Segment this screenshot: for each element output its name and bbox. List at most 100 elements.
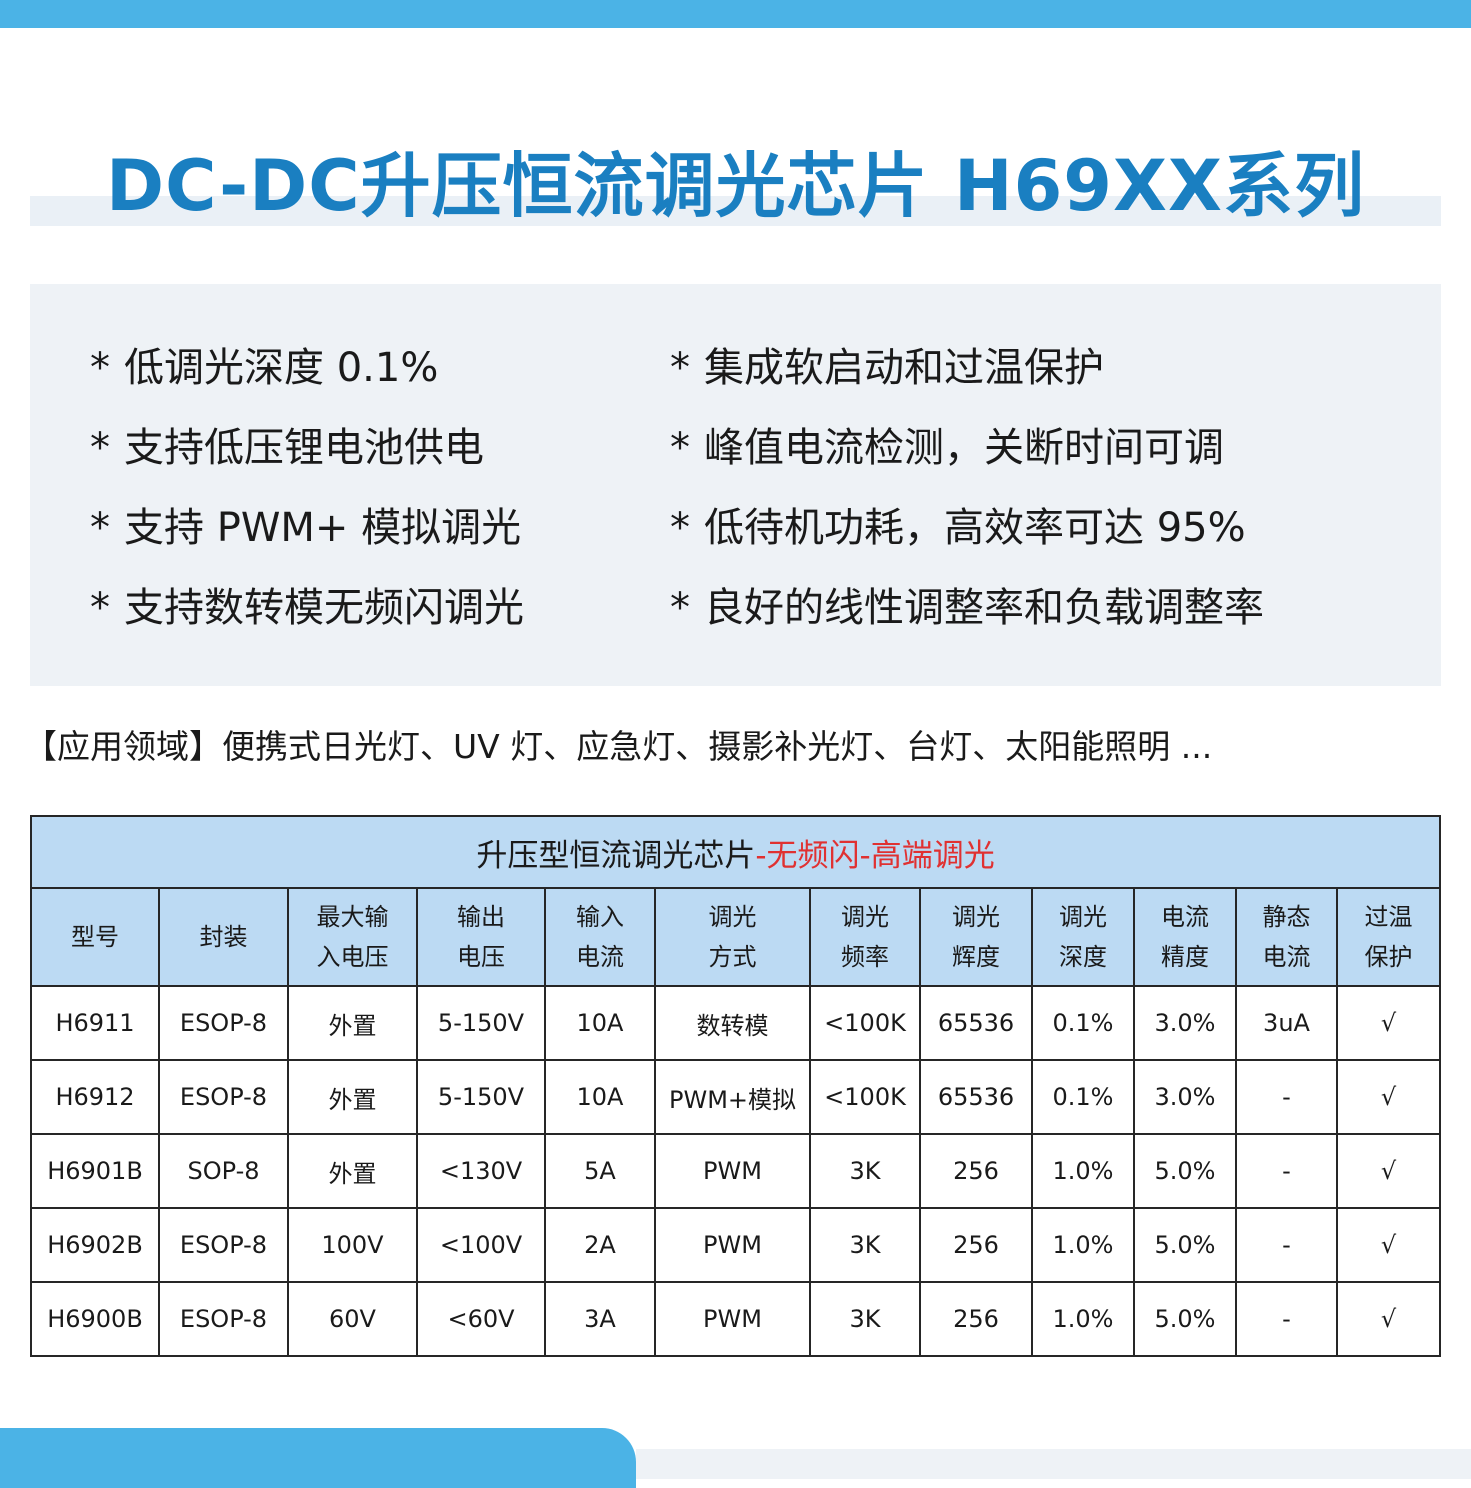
table-cell: PWM+模拟 bbox=[654, 1059, 811, 1135]
features-panel bbox=[30, 284, 1441, 686]
column-header: 输出 电压 bbox=[416, 887, 546, 987]
column-header-line: 调光 bbox=[708, 903, 757, 931]
table-cell: ESOP-8 bbox=[158, 1281, 289, 1357]
table-cell: <100V bbox=[416, 1207, 546, 1283]
table-cell: 65536 bbox=[919, 985, 1033, 1061]
bullet-star: * bbox=[90, 505, 110, 551]
feature-item: * 低待机功耗，高效率可达 95% bbox=[670, 500, 1246, 556]
table-cell: - bbox=[1235, 1133, 1338, 1209]
table-cell: <100K bbox=[809, 985, 921, 1061]
column-header-line: 输出 bbox=[457, 903, 505, 931]
table-cell: 5.0% bbox=[1133, 1207, 1237, 1283]
bullet-star: * bbox=[90, 425, 110, 471]
column-header-line: 电流 bbox=[1262, 943, 1311, 971]
table-cell: √ bbox=[1335, 985, 1442, 1061]
table-cell: 3A bbox=[544, 1281, 656, 1357]
table-cell: 1.0% bbox=[1031, 1133, 1135, 1209]
table-cell: 256 bbox=[919, 1133, 1033, 1209]
table-cell: 5A bbox=[544, 1133, 656, 1209]
table-cell: H6902B bbox=[30, 1207, 160, 1283]
bullet-star: * bbox=[670, 585, 690, 631]
column-header-line: 入电压 bbox=[316, 943, 389, 971]
bullet-star: * bbox=[90, 585, 110, 631]
feature-text: 支持低压锂电池供电 bbox=[124, 425, 484, 471]
table-cell: 5.0% bbox=[1133, 1281, 1237, 1357]
table-cell: SOP-8 bbox=[158, 1133, 289, 1209]
column-header-line: 调光 bbox=[952, 903, 1000, 931]
bullet-star: * bbox=[670, 505, 690, 551]
column-header-line: 方式 bbox=[708, 943, 757, 971]
bullet-star: * bbox=[670, 425, 690, 471]
table-cell: ESOP-8 bbox=[158, 1207, 289, 1283]
column-header: 输入 电流 bbox=[544, 887, 656, 987]
table-cell: 外置 bbox=[287, 1059, 418, 1135]
table-cell: 数转模 bbox=[654, 985, 811, 1061]
column-header-line: 过温 bbox=[1364, 903, 1413, 931]
table-cell: H6900B bbox=[30, 1281, 160, 1357]
column-header-line: 辉度 bbox=[952, 943, 1000, 971]
bottom-accent-tab bbox=[0, 1428, 636, 1488]
table-cell: 0.1% bbox=[1031, 985, 1135, 1061]
column-header: 最大输 入电压 bbox=[287, 887, 418, 987]
table-cell: PWM bbox=[654, 1207, 811, 1283]
table-cell: √ bbox=[1335, 1133, 1442, 1209]
application-fields: 【应用领域】便携式日光灯、UV 灯、应急灯、摄影补光灯、台灯、太阳能照明 ... bbox=[24, 727, 1213, 766]
feature-text: 峰值电流检测，关断时间可调 bbox=[704, 425, 1224, 471]
table-cell: 外置 bbox=[287, 985, 418, 1061]
table-cell: 2A bbox=[544, 1207, 656, 1283]
table-row: H6912 ESOP-8 外置 5-150V 10A PWM+模拟 <100K 65536 0.… bbox=[30, 1059, 1442, 1135]
table-cell: 10A bbox=[544, 1059, 656, 1135]
table-cell: 5.0% bbox=[1133, 1133, 1237, 1209]
column-header: 过温 保护 bbox=[1335, 887, 1442, 987]
table-cell: 256 bbox=[919, 1281, 1033, 1357]
table-cell: H6901B bbox=[30, 1133, 160, 1209]
column-header-line: 静态 bbox=[1262, 903, 1311, 931]
table-cell: 3.0% bbox=[1133, 1059, 1237, 1135]
feature-text: 低待机功耗，高效率可达 95% bbox=[704, 505, 1246, 551]
table-caption-main: 升压型恒流调光芯片 bbox=[476, 837, 756, 874]
table-cell: 3.0% bbox=[1133, 985, 1237, 1061]
table-cell: 5-150V bbox=[416, 1059, 546, 1135]
table-cell: <130V bbox=[416, 1133, 546, 1209]
column-header-line: 电流 bbox=[1161, 903, 1209, 931]
title-underline-band bbox=[30, 196, 1441, 226]
column-header: 电流 精度 bbox=[1133, 887, 1237, 987]
column-header-line: 调光 bbox=[841, 903, 889, 931]
feature-item: * 支持低压锂电池供电 bbox=[90, 420, 484, 476]
table-cell: 60V bbox=[287, 1281, 418, 1357]
column-header: 型号 bbox=[30, 887, 160, 987]
feature-text: 支持数转模无频闪调光 bbox=[124, 585, 524, 631]
table-cell: 0.1% bbox=[1031, 1059, 1135, 1135]
bottom-accent-strip bbox=[636, 1449, 1471, 1479]
table-row: H6901B SOP-8 外置 <130V 5A PWM 3K 256 1.0% 5.0% - √ bbox=[30, 1133, 1442, 1209]
feature-item: * 峰值电流检测，关断时间可调 bbox=[670, 420, 1224, 476]
table-cell: ESOP-8 bbox=[158, 985, 289, 1061]
table-cell: H6912 bbox=[30, 1059, 160, 1135]
feature-text: 良好的线性调整率和负载调整率 bbox=[704, 585, 1264, 631]
table-cell: PWM bbox=[654, 1281, 811, 1357]
table-cell: - bbox=[1235, 1281, 1338, 1357]
table-cell: √ bbox=[1335, 1207, 1442, 1283]
column-header-line: 型号 bbox=[71, 923, 119, 951]
table-cell: <60V bbox=[416, 1281, 546, 1357]
table-cell: √ bbox=[1335, 1059, 1442, 1135]
column-header-line: 电流 bbox=[576, 943, 624, 971]
spec-table: 升压型恒流调光芯片-无频闪-高端调光 型号 封装 最大输 入电压 输出 电压 输入 电流 调光方… bbox=[29, 815, 1442, 1357]
table-caption-row: 升压型恒流调光芯片-无频闪-高端调光 bbox=[29, 815, 1442, 889]
table-cell: <100K bbox=[809, 1059, 921, 1135]
table-cell: √ bbox=[1335, 1281, 1442, 1357]
table-cell: 100V bbox=[287, 1207, 418, 1283]
column-header: 静态 电流 bbox=[1235, 887, 1338, 987]
feature-text: 集成软启动和过温保护 bbox=[704, 345, 1104, 391]
page-title: DC-DC升压恒流调光芯片 H69XX系列 bbox=[106, 145, 1365, 227]
table-cell: 3K bbox=[809, 1133, 921, 1209]
feature-item: * 良好的线性调整率和负载调整率 bbox=[670, 580, 1264, 636]
table-caption-accent: -无频闪-高端调光 bbox=[755, 837, 995, 874]
table-cell: 65536 bbox=[919, 1059, 1033, 1135]
column-header-line: 输入 bbox=[576, 903, 624, 931]
table-cell: H6911 bbox=[30, 985, 160, 1061]
table-body: H6911 ESOP-8 外置 5-150V 10A 数转模 <100K 65536 0.1% 3… bbox=[30, 985, 1442, 1357]
column-header: 封装 bbox=[158, 887, 289, 987]
table-cell: - bbox=[1235, 1059, 1338, 1135]
table-row: H6911 ESOP-8 外置 5-150V 10A 数转模 <100K 65536 0.1% 3… bbox=[30, 985, 1442, 1061]
